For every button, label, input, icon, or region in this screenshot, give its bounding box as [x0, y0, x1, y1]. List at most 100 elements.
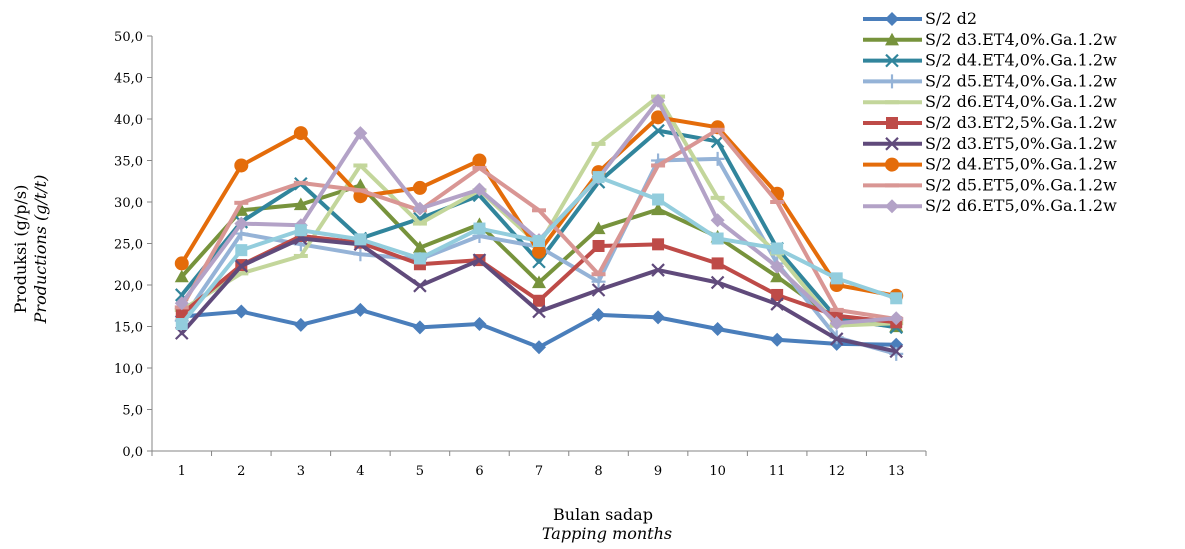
data-point — [591, 272, 606, 277]
x-tick-label: 2 — [237, 464, 245, 479]
data-point — [771, 242, 784, 255]
legend-swatch-marker — [885, 12, 899, 26]
data-point — [710, 275, 725, 290]
series-11 — [175, 171, 903, 331]
data-point — [472, 153, 487, 168]
x-axis: 1 2 3 4 5 6 7 8 9 10 11 12 13 — [151, 450, 927, 479]
y-tick-label: 35,0 — [114, 155, 143, 170]
x-tick-label: 1 — [178, 464, 186, 479]
legend-swatch-marker — [886, 117, 898, 129]
data-point — [353, 126, 368, 141]
legend-item: S/2 d3.ET4,0%.Ga.1.2w — [863, 30, 1117, 49]
data-point — [293, 180, 308, 185]
x-tick-label: 7 — [535, 464, 543, 479]
data-point — [770, 297, 784, 311]
y-tick-label: 5,0 — [122, 404, 143, 419]
data-point — [234, 158, 249, 173]
legend-item: S/2 d4.ET4,0%.Ga.1.2w — [863, 51, 1117, 70]
data-point — [353, 302, 368, 317]
data-point — [652, 193, 665, 206]
y-tick-label: 15,0 — [114, 321, 143, 336]
data-point — [711, 257, 724, 270]
data-point — [770, 200, 785, 204]
data-point — [472, 253, 487, 267]
data-point — [413, 279, 427, 293]
x-tick-label: 9 — [654, 464, 662, 479]
data-point — [591, 283, 606, 297]
data-point — [412, 201, 427, 216]
data-point — [651, 263, 665, 277]
data-point — [651, 110, 666, 125]
x-axis-title: Bulan sadap — [553, 505, 653, 524]
legend-swatch-marker — [885, 199, 899, 214]
data-point — [472, 317, 487, 332]
data-point — [235, 244, 248, 257]
data-point — [532, 254, 546, 269]
x-axis-title-translation: Tapping months — [542, 524, 672, 543]
y-axis: 0,0 5,0 10,0 15,0 20,0 25,0 30,0 35,0 40,0 45,0 50… — [114, 30, 153, 460]
x-tick-label: 13 — [888, 464, 905, 479]
legend: S/2 d2 S/2 d3.ET4,0%.Ga.1.2w S/2 d4.ET4,0%… — [863, 9, 1117, 215]
data-point — [293, 253, 308, 258]
legend-swatch-marker — [885, 157, 899, 172]
data-point — [532, 244, 546, 259]
y-tick-label: 45,0 — [114, 72, 143, 87]
x-tick-label: 11 — [769, 464, 786, 479]
series-layer — [174, 93, 904, 361]
data-point — [532, 304, 546, 319]
data-point — [532, 275, 546, 289]
legend-swatch-marker — [885, 32, 899, 46]
data-point — [234, 271, 249, 276]
legend-label: S/2 d5.ET4,0%.Ga.1.2w — [925, 71, 1117, 90]
legend-label: S/2 d5.ET5,0%.Ga.1.2w — [925, 175, 1117, 194]
data-point — [591, 274, 606, 289]
y-tick-label: 10,0 — [114, 362, 143, 377]
data-point — [533, 235, 545, 248]
data-point — [651, 202, 666, 216]
data-point — [293, 126, 308, 141]
data-point — [651, 93, 666, 108]
legend-swatch-marker — [885, 53, 899, 68]
data-point — [710, 127, 725, 132]
data-point — [234, 216, 249, 231]
data-point — [652, 238, 665, 251]
legend-label: S/2 d6.ET5,0%.Ga.1.2w — [925, 196, 1117, 215]
data-point — [353, 188, 368, 193]
data-point — [770, 332, 785, 347]
legend-label: S/2 d3.ET4,0%.Ga.1.2w — [925, 30, 1117, 49]
x-tick-label: 12 — [828, 464, 845, 479]
x-tick-label: 4 — [356, 464, 364, 479]
data-point — [412, 180, 427, 195]
legend-label: S/2 d2 — [925, 9, 977, 28]
legend-swatch-marker — [885, 74, 899, 89]
data-point — [354, 233, 367, 246]
legend-item: S/2 d6.ET4,0%.Ga.1.2w — [863, 92, 1117, 111]
data-point — [175, 308, 188, 321]
data-point — [472, 165, 487, 170]
legend-item: S/2 d3.ET2,5%.Ga.1.2w — [863, 113, 1117, 132]
data-point — [533, 294, 545, 307]
data-point — [532, 340, 546, 355]
data-point — [353, 247, 368, 262]
y-tick-label: 30,0 — [114, 196, 143, 211]
data-point — [413, 252, 426, 265]
data-point — [591, 307, 606, 322]
legend-label: S/2 d6.ET4,0%.Ga.1.2w — [925, 92, 1117, 111]
data-point — [592, 239, 605, 252]
data-point — [651, 310, 666, 325]
legend-item: S/2 d3.ET5,0%.Ga.1.2w — [863, 134, 1117, 153]
series-9 — [174, 127, 904, 322]
data-point — [829, 307, 844, 312]
y-tick-label: 20,0 — [114, 279, 143, 294]
data-point — [294, 224, 307, 237]
data-point — [353, 178, 368, 191]
data-point — [532, 208, 546, 213]
y-tick-label: 50,0 — [114, 30, 143, 45]
data-point — [711, 232, 724, 245]
data-point — [591, 221, 606, 235]
legend-swatch-marker — [885, 137, 899, 151]
data-point — [174, 256, 189, 271]
data-point — [770, 269, 785, 283]
data-point — [234, 259, 249, 273]
